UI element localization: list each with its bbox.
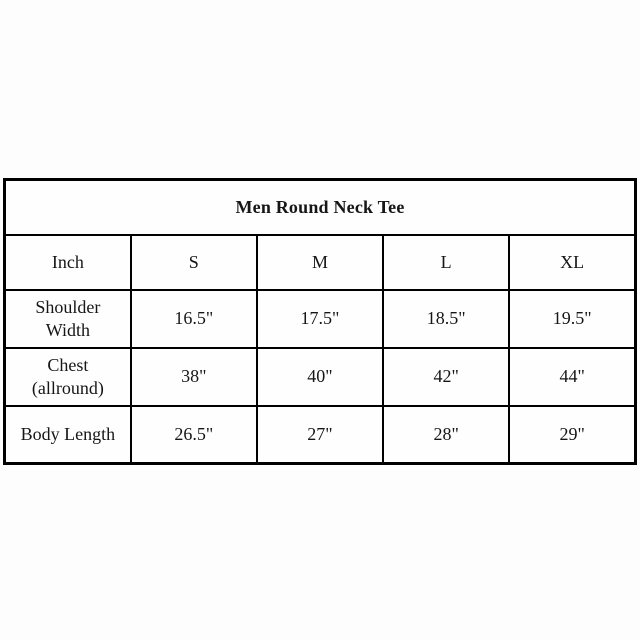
cell-value: 16.5" bbox=[129, 288, 258, 349]
header-cell-size-s: S bbox=[129, 233, 258, 291]
table-row-chest: Chest (allround) 38" 40" 42" 44" bbox=[3, 346, 637, 407]
cell-value: 40" bbox=[255, 346, 385, 407]
size-chart-table: Men Round Neck Tee Inch S M L XL Shoulde… bbox=[3, 178, 637, 465]
cell-value: 38" bbox=[129, 346, 258, 407]
cell-value: 28" bbox=[382, 404, 511, 465]
table-title: Men Round Neck Tee bbox=[3, 178, 637, 236]
table-header-row: Inch S M L XL bbox=[3, 233, 637, 291]
row-label: Body Length bbox=[3, 404, 132, 465]
header-cell-size-m: M bbox=[255, 233, 385, 291]
cell-value: 17.5" bbox=[255, 288, 385, 349]
table-row-body-length: Body Length 26.5" 27" 28" 29" bbox=[3, 404, 637, 465]
header-cell-unit: Inch bbox=[3, 233, 132, 291]
cell-value: 42" bbox=[382, 346, 511, 407]
size-chart: Men Round Neck Tee Inch S M L XL Shoulde… bbox=[3, 178, 637, 465]
table-row-shoulder-width: Shoulder Width 16.5" 17.5" 18.5" 19.5" bbox=[3, 288, 637, 349]
cell-value: 27" bbox=[255, 404, 385, 465]
header-cell-size-xl: XL bbox=[508, 233, 637, 291]
row-label: Chest (allround) bbox=[3, 346, 132, 407]
table-title-row: Men Round Neck Tee bbox=[3, 178, 637, 236]
cell-value: 19.5" bbox=[508, 288, 637, 349]
cell-value: 44" bbox=[508, 346, 637, 407]
row-label: Shoulder Width bbox=[3, 288, 132, 349]
header-cell-size-l: L bbox=[382, 233, 511, 291]
cell-value: 29" bbox=[508, 404, 637, 465]
cell-value: 26.5" bbox=[129, 404, 258, 465]
cell-value: 18.5" bbox=[382, 288, 511, 349]
